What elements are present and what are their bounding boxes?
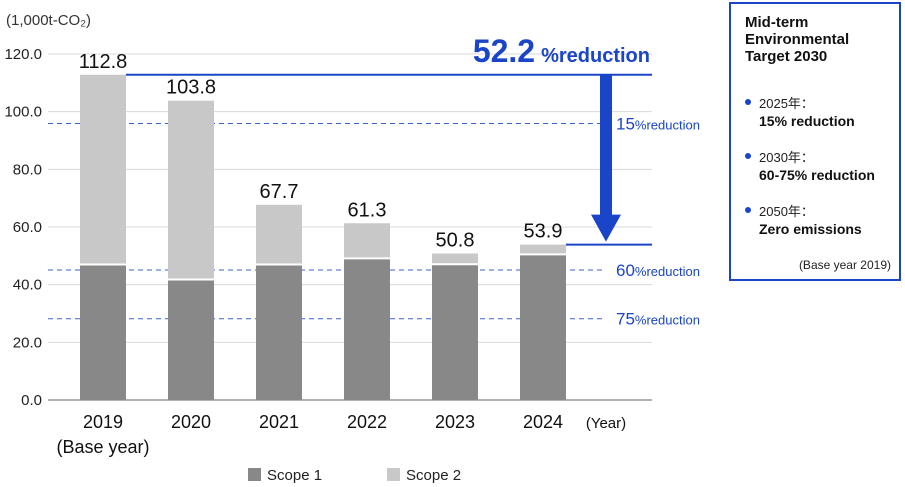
target-year: 2025年：: [759, 96, 814, 111]
target-value: Zero emissions: [759, 221, 862, 237]
reference-unit: %reduction: [635, 117, 700, 132]
reference-label: 15%reduction: [616, 114, 700, 133]
target-value: 60-75% reduction: [759, 167, 875, 183]
reference-unit: %reduction: [635, 313, 700, 328]
x-tick-label: 2021: [259, 412, 299, 432]
bar-scope2: [520, 244, 566, 255]
reduction-callout: 52.2 %reduction: [126, 33, 652, 246]
bullet-icon: [745, 153, 751, 159]
total-label: 53.9: [524, 221, 563, 243]
reference-label: 60%reduction: [616, 261, 700, 280]
bar-scope1: [432, 264, 478, 400]
legend-label: Scope 1: [267, 467, 322, 484]
bars: [80, 74, 566, 400]
reference-unit: %reduction: [635, 264, 700, 279]
y-tick-label: 120.0: [4, 46, 42, 63]
total-label: 103.8: [166, 77, 216, 99]
target-box: Mid-term Environmental Target 2030 2025年…: [729, 2, 901, 281]
bar-scope2: [432, 253, 478, 265]
bar-scope1: [80, 264, 126, 400]
base-year-note: (Base year 2019): [798, 258, 891, 272]
bar-scope2: [80, 74, 126, 265]
bar-scope2: [344, 223, 390, 259]
legend-swatch: [248, 468, 261, 481]
y-tick-label: 40.0: [13, 277, 42, 294]
target-year: 2030年：: [759, 150, 814, 165]
total-label: 61.3: [348, 199, 387, 221]
reduction-label: 52.2 %reduction: [473, 33, 650, 69]
target-title-line: Mid-term: [745, 14, 809, 31]
x-tick-label: 2024: [523, 412, 563, 432]
target-value: 15% reduction: [759, 113, 855, 129]
target-year: 2050年：: [759, 204, 814, 219]
x-tick-label: 2019: [83, 412, 123, 432]
total-label: 50.8: [436, 230, 475, 252]
total-label: 112.8: [79, 51, 128, 73]
target-title-line: Target 2030: [745, 48, 828, 65]
reference-percent: 75: [616, 310, 635, 329]
legend-swatch: [387, 468, 400, 481]
bullet-icon: [745, 99, 751, 105]
legend-label: Scope 2: [406, 467, 461, 484]
reference-percent: 60: [616, 261, 635, 280]
reduction-number: 52.2: [473, 33, 535, 69]
bar-scope1: [344, 258, 390, 400]
y-tick-label: 20.0: [13, 334, 42, 351]
x-tick-label: 2022: [347, 412, 387, 432]
arrow-down-icon: [591, 214, 621, 242]
y-tick-label: 60.0: [13, 219, 42, 236]
legend: Scope 1 Scope 2: [248, 467, 461, 484]
target-title: Mid-term Environmental Target 2030: [745, 14, 895, 65]
x-axis-label: (Year): [586, 415, 626, 432]
arrow-shaft: [600, 74, 612, 216]
bar-scope2: [256, 204, 302, 265]
bar-scope1: [168, 279, 214, 400]
y-tick-label: 80.0: [13, 161, 42, 178]
bar-scope1: [256, 264, 302, 400]
y-tick-label: 100.0: [4, 104, 42, 121]
total-label: 67.7: [260, 181, 299, 203]
bullet-icon: [745, 207, 751, 213]
y-tick-label: 0.0: [21, 392, 42, 409]
bar-scope1: [520, 254, 566, 400]
labels: 0.0 20.0 40.0 60.0 80.0 100.0 120.0 112.8 2019 (B…: [4, 46, 626, 457]
reference-percent: 15: [616, 114, 635, 133]
bar-scope2: [168, 100, 214, 280]
reduction-unit: %reduction: [541, 45, 650, 67]
unit-label: (1,000t-CO₂): [6, 12, 91, 29]
target-title-line: Environmental: [745, 31, 850, 48]
x-tick-label: 2020: [171, 412, 211, 432]
reference-label: 75%reduction: [616, 310, 700, 329]
x-tick-label: 2023: [435, 412, 475, 432]
x-tick-sublabel: (Base year): [56, 437, 149, 457]
